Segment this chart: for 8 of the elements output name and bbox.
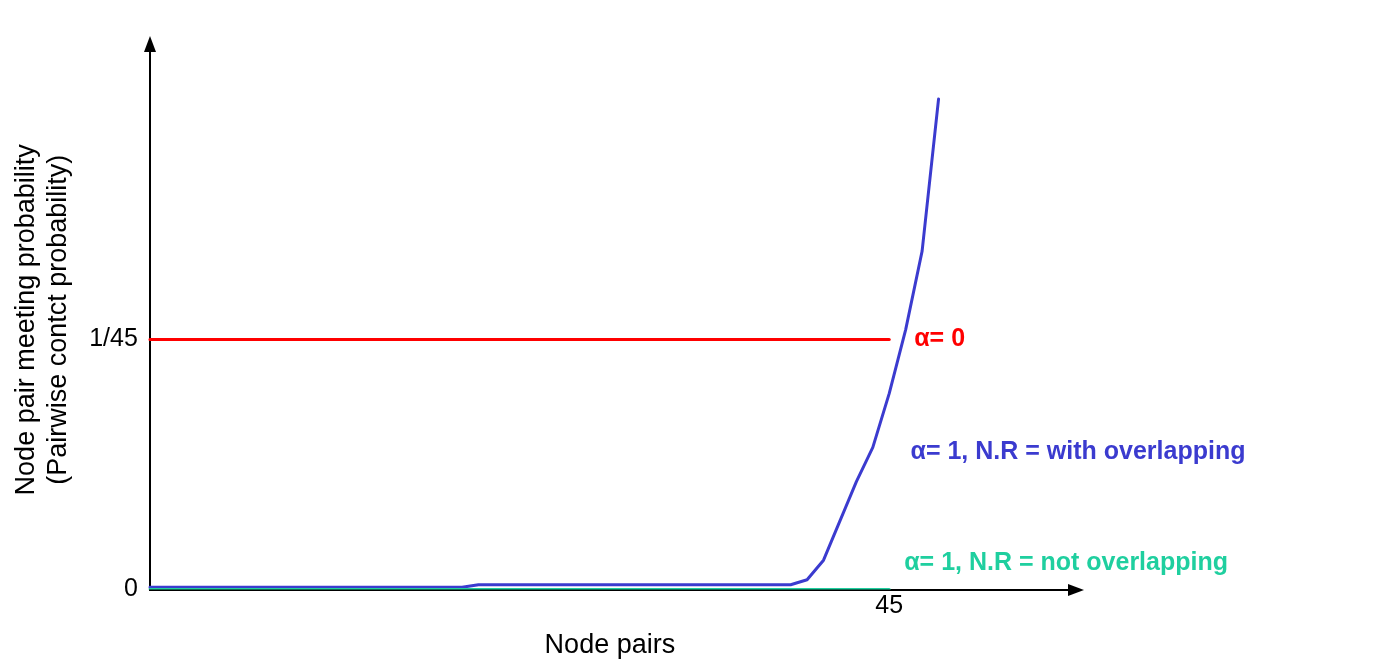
series-label: α= 1, N.R = not overlapping: [904, 547, 1229, 576]
text: 1/45: [89, 323, 138, 352]
x-axis-title: Node pairs: [544, 629, 676, 660]
y-axis-title: Node pair meeting probability (Pairwise contct probability): [9, 143, 73, 496]
text: 0: [123, 573, 138, 602]
series-label: α= 0: [914, 323, 966, 352]
text: 45: [875, 589, 904, 618]
series-label: α= 1, N.R = with overlapping: [910, 435, 1246, 464]
